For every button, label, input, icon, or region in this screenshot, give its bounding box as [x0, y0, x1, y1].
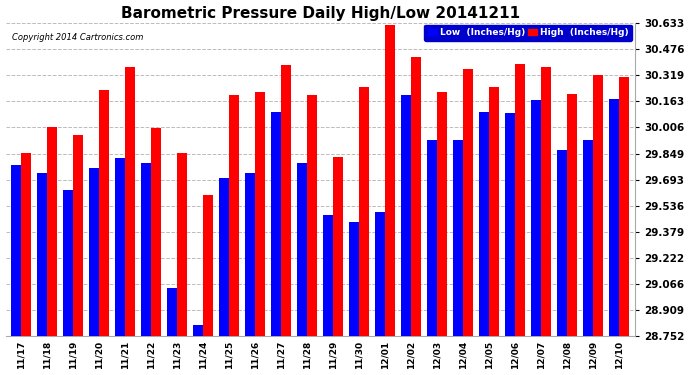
Bar — [204, 195, 213, 336]
Bar — [437, 92, 447, 336]
Bar — [463, 69, 473, 336]
Bar — [297, 164, 307, 336]
Bar — [21, 153, 31, 336]
Bar — [385, 25, 395, 336]
Bar — [246, 173, 255, 336]
Bar — [63, 190, 73, 336]
Bar — [515, 63, 525, 336]
Bar — [11, 165, 21, 336]
Bar — [584, 140, 593, 336]
Bar — [427, 140, 437, 336]
Bar — [307, 95, 317, 336]
Bar — [531, 100, 541, 336]
Bar — [505, 114, 515, 336]
Bar — [271, 112, 282, 336]
Bar — [375, 212, 385, 336]
Bar — [567, 93, 577, 336]
Bar — [349, 222, 359, 336]
Bar — [593, 75, 603, 336]
Bar — [37, 173, 47, 336]
Bar — [324, 215, 333, 336]
Bar — [282, 65, 291, 336]
Bar — [620, 77, 629, 336]
Bar — [359, 87, 369, 336]
Bar — [167, 288, 177, 336]
Bar — [489, 87, 499, 336]
Bar — [609, 99, 620, 336]
Bar — [219, 178, 229, 336]
Bar — [89, 168, 99, 336]
Bar — [255, 92, 265, 336]
Bar — [47, 127, 57, 336]
Bar — [193, 325, 204, 336]
Title: Barometric Pressure Daily High/Low 20141211: Barometric Pressure Daily High/Low 20141… — [121, 6, 520, 21]
Bar — [99, 90, 109, 336]
Bar — [125, 67, 135, 336]
Bar — [402, 95, 411, 336]
Bar — [558, 150, 567, 336]
Text: Copyright 2014 Cartronics.com: Copyright 2014 Cartronics.com — [12, 33, 144, 42]
Bar — [453, 140, 463, 336]
Bar — [333, 157, 343, 336]
Bar — [115, 158, 125, 336]
Bar — [229, 95, 239, 336]
Bar — [411, 57, 421, 336]
Bar — [141, 164, 151, 336]
Bar — [151, 129, 161, 336]
Bar — [480, 112, 489, 336]
Bar — [73, 135, 83, 336]
Bar — [177, 153, 187, 336]
Legend: Low  (Inches/Hg), High  (Inches/Hg): Low (Inches/Hg), High (Inches/Hg) — [424, 25, 632, 41]
Bar — [541, 67, 551, 336]
